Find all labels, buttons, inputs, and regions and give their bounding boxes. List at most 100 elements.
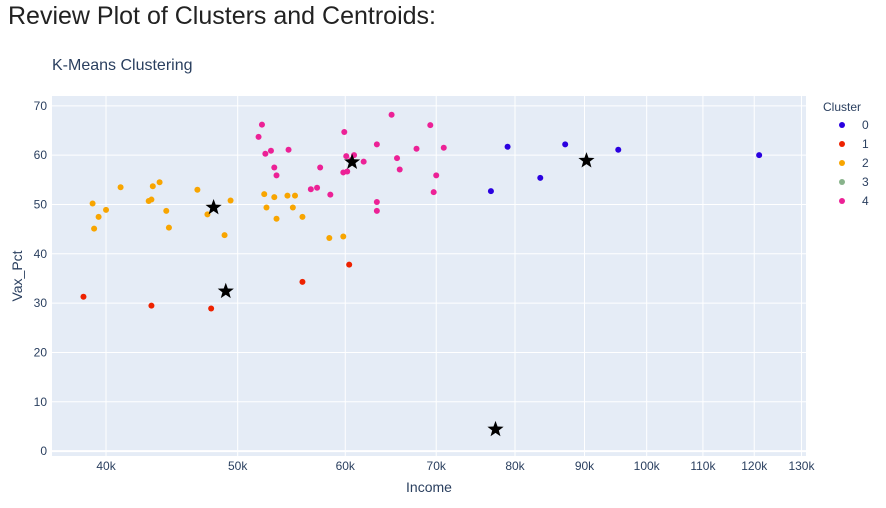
legend-label: 1 [862,137,869,151]
cluster-2-point[interactable] [221,232,228,239]
legend-marker [839,122,845,128]
cluster-2-point[interactable] [117,184,124,191]
y-tick-label: 20 [34,345,48,359]
legend-item-0[interactable]: 0 [839,118,869,132]
legend-item-2[interactable]: 2 [839,156,869,170]
x-axis-title: Income [406,479,452,495]
cluster-1-point[interactable] [148,302,155,309]
x-axis-ticks: 40k 50k 60k 70k 80k 90k 100k 110k 120k 130k [96,459,815,473]
cluster-1-point[interactable] [299,278,306,285]
legend-item-3[interactable]: 3 [839,175,869,189]
cluster-4-point[interactable] [433,172,440,179]
centroid-star[interactable] [205,198,222,215]
x-tick-label: 50k [228,459,248,473]
cluster-4-point[interactable] [271,164,278,171]
cluster-2-point[interactable] [263,204,270,211]
grid-lines [52,96,806,456]
cluster-2-point[interactable] [340,233,347,240]
legend: Cluster 0 1 2 3 4 [823,100,869,208]
cluster-4-point[interactable] [327,191,334,198]
cluster-4-point[interactable] [343,153,350,160]
legend-label: 0 [862,118,869,132]
cluster-4-point[interactable] [341,129,348,135]
cluster-0-point[interactable] [562,141,569,148]
centroid-star[interactable] [578,152,595,168]
cluster-0-point[interactable] [537,174,544,181]
cluster-4-point[interactable] [273,172,280,179]
centroid-star[interactable] [487,420,504,437]
cluster-2-point[interactable] [204,211,211,218]
cluster-4-point[interactable] [344,168,351,175]
cluster-2-point[interactable] [148,196,155,203]
x-tick-label: 110k [690,459,716,473]
cluster-4-point[interactable] [267,147,274,154]
x-tick-label: 80k [505,459,525,473]
cluster-4-point[interactable] [314,184,321,191]
cluster-2-point[interactable] [227,197,234,204]
cluster-2-point[interactable] [89,200,96,207]
y-axis-title: Vax_Pct [9,250,25,301]
cluster-4-point[interactable] [360,158,367,165]
cluster-1-point[interactable] [80,293,87,300]
x-tick-label: 70k [427,459,447,473]
legend-item-4[interactable]: 4 [839,194,869,208]
cluster-2-point[interactable] [156,179,163,186]
cluster-4-point[interactable] [285,146,292,153]
cluster-2-point[interactable] [103,206,110,213]
cluster-2-point[interactable] [95,213,102,220]
cluster-0-point[interactable] [504,143,511,150]
cluster-2-point[interactable] [289,204,296,211]
plot-title: K-Means Clustering [52,57,193,74]
cluster-2-point[interactable] [291,192,298,199]
cluster-2-point[interactable] [273,215,280,222]
cluster-4-point[interactable] [317,164,324,171]
cluster-4-point[interactable] [396,166,403,173]
legend-marker [839,141,845,147]
cluster-4-point[interactable] [373,207,380,214]
cluster-1-point[interactable] [208,305,215,312]
centroid-star[interactable] [217,282,234,299]
cluster-1-point[interactable] [346,261,353,268]
cluster-2-point[interactable] [149,183,156,190]
page-heading: Review Plot of Clusters and Centroids: [8,2,436,30]
cluster-4-point[interactable] [430,189,437,196]
x-tick-label: 100k [634,459,661,473]
cluster-4-point[interactable] [388,111,395,118]
cluster-2-point[interactable] [165,224,172,231]
cluster-4-point[interactable] [413,145,420,152]
legend-marker [839,160,845,166]
cluster-4-point[interactable] [262,150,269,157]
x-tick-label: 40k [96,459,116,473]
legend-label: 3 [862,175,869,189]
cluster-0-point[interactable] [615,146,622,153]
cluster-4-point[interactable] [255,133,262,140]
centroid-star[interactable] [344,153,361,169]
plot-area[interactable] [52,96,806,456]
cluster-4-point[interactable] [394,155,401,162]
cluster-4-point[interactable] [440,144,447,151]
cluster-0-point[interactable] [756,152,763,159]
cluster-2-point[interactable] [163,207,170,214]
cluster-2-point[interactable] [91,225,98,232]
cluster-4-point[interactable] [373,141,380,148]
legend-marker [839,179,845,185]
cluster-4-point[interactable] [258,121,265,128]
cluster-2-point[interactable] [299,213,306,220]
y-tick-label: 10 [34,395,48,409]
cluster-2-point[interactable] [326,235,333,242]
x-tick-label: 130k [788,459,815,473]
legend-marker [839,198,845,204]
y-axis-ticks: 0 10 20 30 40 50 60 70 [34,99,48,458]
y-tick-label: 40 [34,247,48,261]
cluster-0-point[interactable] [487,188,494,195]
cluster-2-point[interactable] [284,192,291,199]
cluster-2-point[interactable] [271,194,278,201]
cluster-4-point[interactable] [373,199,380,206]
cluster-4-point[interactable] [307,186,314,193]
cluster-4-point[interactable] [427,122,434,129]
cluster-2-point[interactable] [261,191,268,198]
x-tick-label: 120k [741,459,768,473]
cluster-2-point[interactable] [194,186,201,193]
legend-item-1[interactable]: 1 [839,137,869,151]
